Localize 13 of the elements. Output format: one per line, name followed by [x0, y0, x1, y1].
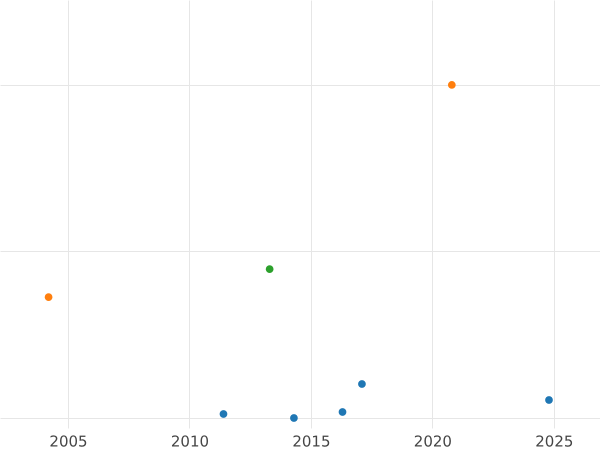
point	[290, 414, 298, 422]
point	[44, 293, 52, 301]
point	[448, 81, 456, 89]
x-tick-label: 2005	[49, 432, 88, 450]
point	[358, 380, 366, 388]
x-tick-label: 2015	[292, 432, 331, 450]
point	[220, 410, 228, 418]
point	[545, 396, 553, 404]
point	[266, 265, 274, 273]
point	[338, 408, 346, 416]
x-tick-label: 2010	[170, 432, 210, 450]
x-tick-label: 2025	[535, 432, 574, 450]
x-tick-label: 2020	[414, 432, 452, 450]
